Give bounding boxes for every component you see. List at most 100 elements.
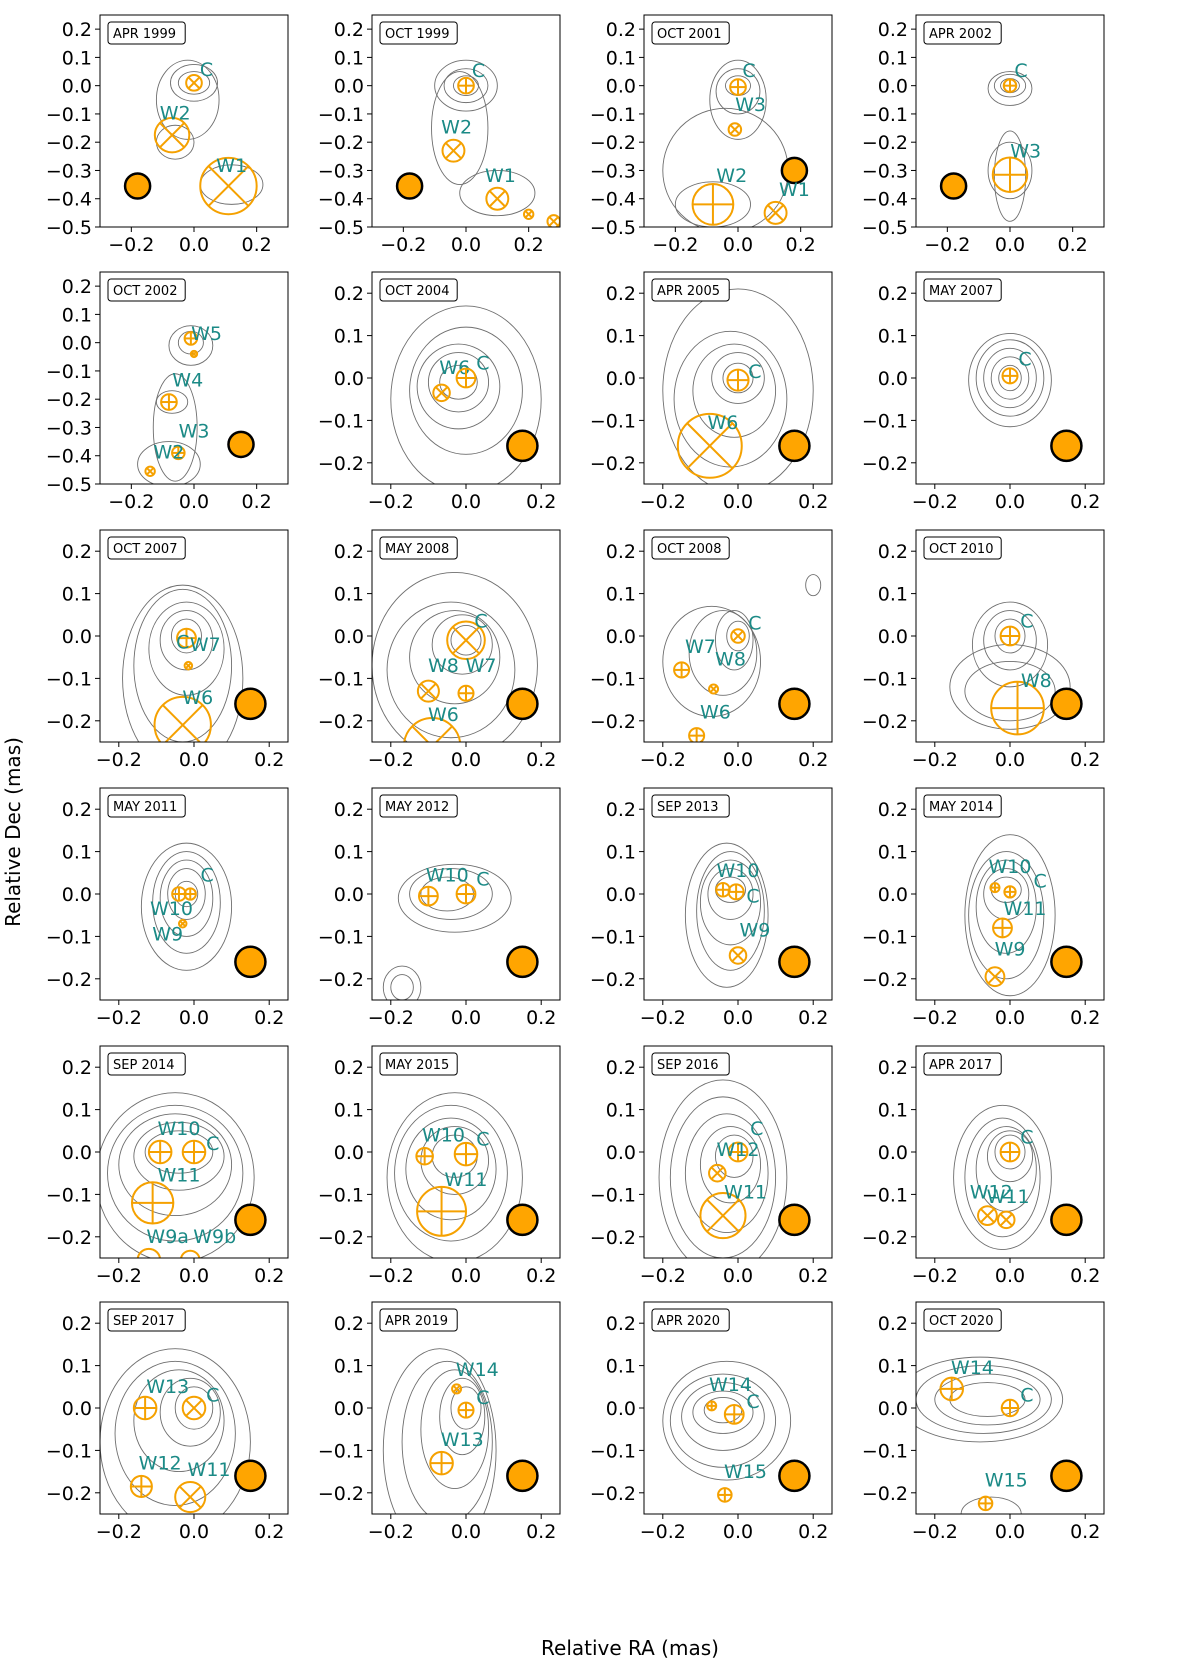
epoch-label: APR 2019 bbox=[379, 1308, 458, 1332]
component-circle bbox=[522, 208, 535, 220]
contour-line bbox=[450, 624, 482, 656]
x-tick-label: 0.0 bbox=[451, 1265, 481, 1287]
y-tick-label: −0.3 bbox=[46, 160, 92, 182]
component-label: C bbox=[1014, 60, 1027, 82]
epoch-text: MAY 2015 bbox=[385, 1058, 449, 1073]
epoch-text: OCT 2020 bbox=[929, 1314, 993, 1329]
component-label: W9b bbox=[193, 1226, 236, 1248]
y-tick-label: 0.1 bbox=[878, 1100, 908, 1122]
y-tick-label: 0.1 bbox=[878, 584, 908, 606]
component-cross bbox=[207, 165, 250, 207]
epoch-label: MAY 2011 bbox=[107, 794, 186, 818]
component-cross bbox=[710, 1166, 724, 1180]
panel: C W2 W1 OCT 1999 −0.2 0.0 0.2 0.2 0.1 0.0 −0.1 −0.2… bbox=[318, 14, 561, 256]
contour-line bbox=[998, 364, 1022, 392]
component-label: C bbox=[1020, 1127, 1033, 1149]
y-tick-label: 0.2 bbox=[334, 799, 364, 821]
epoch-label: MAY 2008 bbox=[379, 536, 458, 560]
component-cross bbox=[452, 1385, 461, 1393]
panel: W13 C W12 W11 SEP 2017 −0.2 0.0 0.2 0.2 0.1 0.0 −0.… bbox=[46, 1301, 289, 1543]
epoch-label: SEP 2016 bbox=[651, 1052, 730, 1076]
contour-line bbox=[390, 305, 542, 484]
beam-marker bbox=[234, 1203, 267, 1237]
y-tick-label: 0.1 bbox=[878, 1356, 908, 1378]
component-label: W10 bbox=[426, 864, 469, 886]
component-label: W2 bbox=[160, 103, 191, 125]
epoch-text: APR 2017 bbox=[929, 1058, 992, 1073]
epoch-label: OCT 2004 bbox=[379, 278, 458, 302]
plot-area: C W8 bbox=[949, 601, 1083, 736]
y-tick-label: −0.1 bbox=[590, 104, 636, 126]
y-tick-label: 0.1 bbox=[62, 1356, 92, 1378]
y-tick-label: 0.2 bbox=[606, 541, 636, 563]
component-cross bbox=[732, 630, 744, 642]
component-circle bbox=[451, 1383, 463, 1395]
contour-line bbox=[167, 868, 206, 920]
x-tick-label: 0.2 bbox=[242, 491, 272, 513]
x-tick-label: 0.0 bbox=[995, 1265, 1025, 1287]
contour-line bbox=[420, 1369, 490, 1490]
component-circle bbox=[416, 679, 440, 703]
contour-line bbox=[431, 71, 489, 186]
contour-line bbox=[148, 601, 225, 696]
y-tick-label: −0.2 bbox=[46, 389, 92, 411]
x-tick-label: 0.0 bbox=[179, 234, 209, 256]
x-tick-label: −0.2 bbox=[640, 491, 686, 513]
y-tick-label: −0.4 bbox=[862, 189, 908, 211]
component-cross bbox=[731, 948, 745, 963]
contour-line bbox=[993, 73, 1027, 98]
y-tick-label: 0.1 bbox=[62, 304, 92, 326]
x-tick-label: 0.2 bbox=[798, 749, 828, 771]
contour-line bbox=[993, 130, 1027, 222]
contour-line bbox=[155, 390, 189, 414]
component-circle bbox=[189, 349, 199, 359]
plot-area: W10 C bbox=[382, 863, 539, 1000]
epoch-box bbox=[651, 1308, 730, 1332]
epoch-text: MAY 2014 bbox=[929, 800, 993, 815]
contour-line bbox=[715, 68, 761, 115]
component-label: W3 bbox=[735, 94, 766, 116]
epoch-label: SEP 2014 bbox=[107, 1052, 186, 1076]
component-label: W14 bbox=[709, 1374, 752, 1396]
component-label: C bbox=[206, 1385, 219, 1407]
component-label: W7 bbox=[685, 636, 716, 658]
y-tick-label: −0.2 bbox=[46, 1483, 92, 1505]
y-tick-label: 0.0 bbox=[606, 1398, 636, 1420]
contour-line bbox=[692, 343, 777, 438]
component-label: W10 bbox=[422, 1124, 465, 1146]
y-tick-label: −0.2 bbox=[46, 969, 92, 991]
epoch-label: OCT 2001 bbox=[651, 21, 730, 45]
component-cross bbox=[524, 210, 533, 219]
y-tick-label: −0.1 bbox=[46, 1440, 92, 1462]
y-tick-label: 0.0 bbox=[606, 884, 636, 906]
x-tick-label: 0.2 bbox=[514, 234, 544, 256]
component-circle bbox=[185, 74, 203, 92]
y-tick-label: 0.1 bbox=[334, 584, 364, 606]
x-tick-label: 0.0 bbox=[451, 1007, 481, 1029]
component-cross bbox=[185, 1399, 203, 1417]
y-tick-label: 0.2 bbox=[334, 283, 364, 305]
y-tick-label: 0.0 bbox=[62, 1398, 92, 1420]
contour-line bbox=[382, 965, 422, 1000]
epoch-box bbox=[923, 1308, 1002, 1332]
y-tick-label: 0.0 bbox=[62, 1142, 92, 1164]
component-label: W8 bbox=[715, 649, 746, 671]
panel-grid: C W2 W1 APR 1999 −0.2 0.0 0.2 0.2 0.1 0.0 −0.1 −0.2… bbox=[46, 14, 1105, 1543]
y-tick-label: −0.1 bbox=[862, 410, 908, 432]
panel: W10 C W11 W9a W9b SEP 2014 −0.2 0.0 0.2 0.2 0.1 0.0… bbox=[46, 1045, 289, 1287]
component-cross bbox=[709, 685, 718, 693]
component-circle bbox=[996, 1210, 1016, 1230]
contour-line bbox=[114, 1360, 236, 1506]
epoch-text: SEP 2016 bbox=[657, 1058, 719, 1073]
component-cross bbox=[178, 1485, 202, 1509]
y-tick-label: −0.2 bbox=[318, 132, 364, 154]
epoch-box bbox=[923, 794, 1002, 818]
y-tick-label: −0.2 bbox=[318, 711, 364, 733]
contour-line bbox=[382, 1348, 497, 1514]
epoch-box bbox=[379, 1308, 458, 1332]
x-tick-label: 0.0 bbox=[723, 1007, 753, 1029]
x-tick-label: −0.2 bbox=[368, 749, 414, 771]
y-tick-label: 0.0 bbox=[878, 1398, 908, 1420]
y-tick-label: 0.0 bbox=[62, 626, 92, 648]
